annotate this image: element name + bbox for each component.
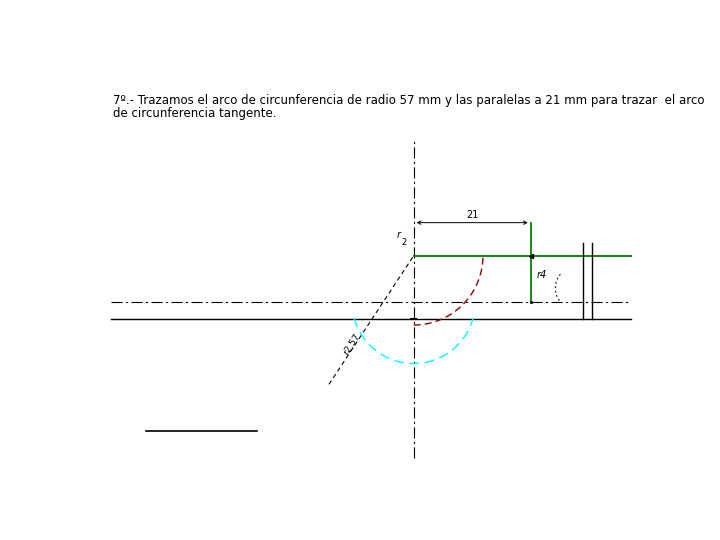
Text: de circunferencia tangente.: de circunferencia tangente. [113, 107, 277, 120]
Text: r2,57: r2,57 [342, 332, 362, 356]
Text: 7º.- Trazamos el arco de circunferencia de radio 57 mm y las paralelas a 21 mm p: 7º.- Trazamos el arco de circunferencia … [113, 94, 705, 107]
Text: 21: 21 [466, 210, 478, 220]
Text: r: r [397, 231, 401, 240]
Text: r4: r4 [537, 270, 547, 280]
Text: 2: 2 [401, 238, 407, 247]
